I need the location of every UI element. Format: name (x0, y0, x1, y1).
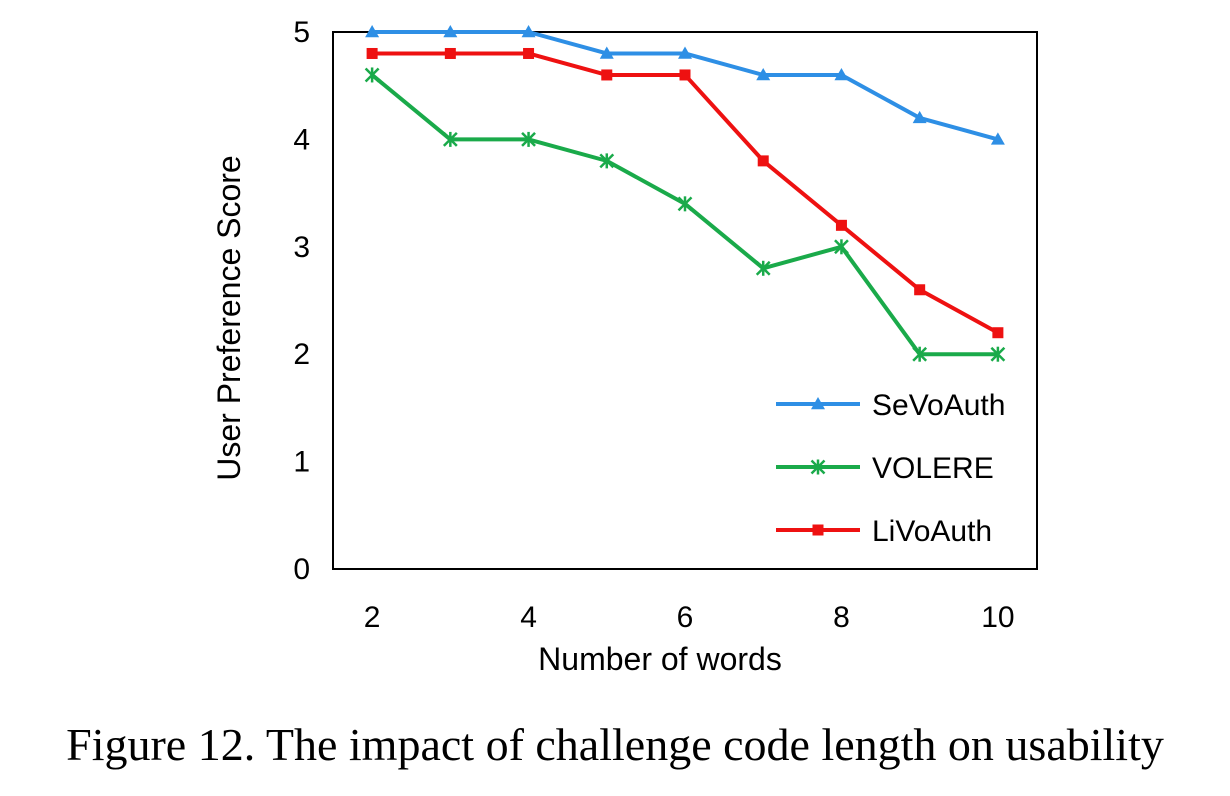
legend-marker-volere (810, 459, 826, 475)
data-point-sevoauth (990, 132, 1005, 145)
series-line-volere (370, 73, 998, 357)
y-tick-label: 1 (293, 446, 310, 479)
data-point-volere (364, 67, 380, 83)
data-point-livoauth (835, 219, 847, 231)
data-point-sevoauth (365, 25, 380, 38)
y-tick-label: 2 (293, 338, 310, 371)
x-tick-label: 6 (677, 601, 694, 634)
data-point-livoauth (914, 284, 926, 296)
legend-marker-sevoauth (811, 397, 825, 410)
legend-label-livoauth: LiVoAuth (872, 515, 992, 548)
data-point-livoauth (444, 47, 456, 59)
data-point-livoauth (992, 327, 1004, 339)
data-point-livoauth (523, 47, 535, 59)
data-point-livoauth (679, 69, 691, 81)
x-tick-label: 4 (520, 601, 537, 634)
data-point-livoauth (757, 155, 769, 167)
y-tick-label: 3 (293, 231, 310, 264)
data-point-sevoauth (599, 46, 614, 59)
data-point-volere (755, 260, 771, 276)
figure-caption: Figure 12. The impact of challenge code … (66, 719, 1164, 770)
legend-marker-livoauth (812, 524, 824, 536)
plot-area-frame (332, 31, 1038, 570)
data-point-volere (990, 346, 1006, 362)
data-point-sevoauth (678, 46, 692, 59)
y-tick-label: 5 (293, 16, 310, 49)
data-point-sevoauth (756, 67, 771, 81)
y-axis-ticks: 0 1 2 3 4 5 (293, 16, 310, 586)
x-tick-label: 8 (833, 601, 850, 634)
data-point-volere (442, 131, 458, 147)
series-sevoauth (365, 25, 1005, 145)
x-tick-label: 10 (981, 601, 1014, 634)
legend-item-sevoauth: SeVoAuth (776, 389, 1005, 422)
line-chart: 0 1 2 3 4 5 2 4 6 8 10 Number of words User Prefe… (211, 16, 1038, 677)
data-point-livoauth (366, 47, 378, 59)
series-layer (364, 25, 1006, 362)
data-point-volere (521, 131, 536, 147)
data-point-sevoauth (912, 110, 927, 124)
data-point-sevoauth (443, 25, 458, 38)
data-point-volere (912, 346, 928, 362)
series-livoauth (366, 47, 1004, 339)
y-axis-label: User Preference Score (211, 155, 247, 480)
data-point-livoauth (601, 69, 613, 81)
x-tick-label: 2 (364, 601, 381, 634)
x-axis-ticks: 2 4 6 8 10 (364, 601, 1015, 634)
x-axis-label: Number of words (538, 641, 782, 677)
legend: SeVoAuth VOLERE LiVoAuth (776, 389, 1005, 548)
legend-label-volere: VOLERE (872, 452, 994, 485)
series-volere (364, 67, 1006, 362)
data-point-sevoauth (834, 67, 849, 81)
legend-item-livoauth: LiVoAuth (776, 515, 992, 548)
data-point-volere (834, 239, 849, 255)
data-point-volere (677, 196, 693, 212)
data-point-volere (599, 153, 615, 169)
y-tick-label: 0 (293, 553, 310, 586)
series-line-livoauth (372, 51, 999, 335)
y-tick-label: 4 (293, 123, 310, 156)
legend-item-volere: VOLERE (776, 452, 994, 485)
legend-label-sevoauth: SeVoAuth (872, 389, 1005, 422)
data-point-sevoauth (521, 25, 536, 38)
